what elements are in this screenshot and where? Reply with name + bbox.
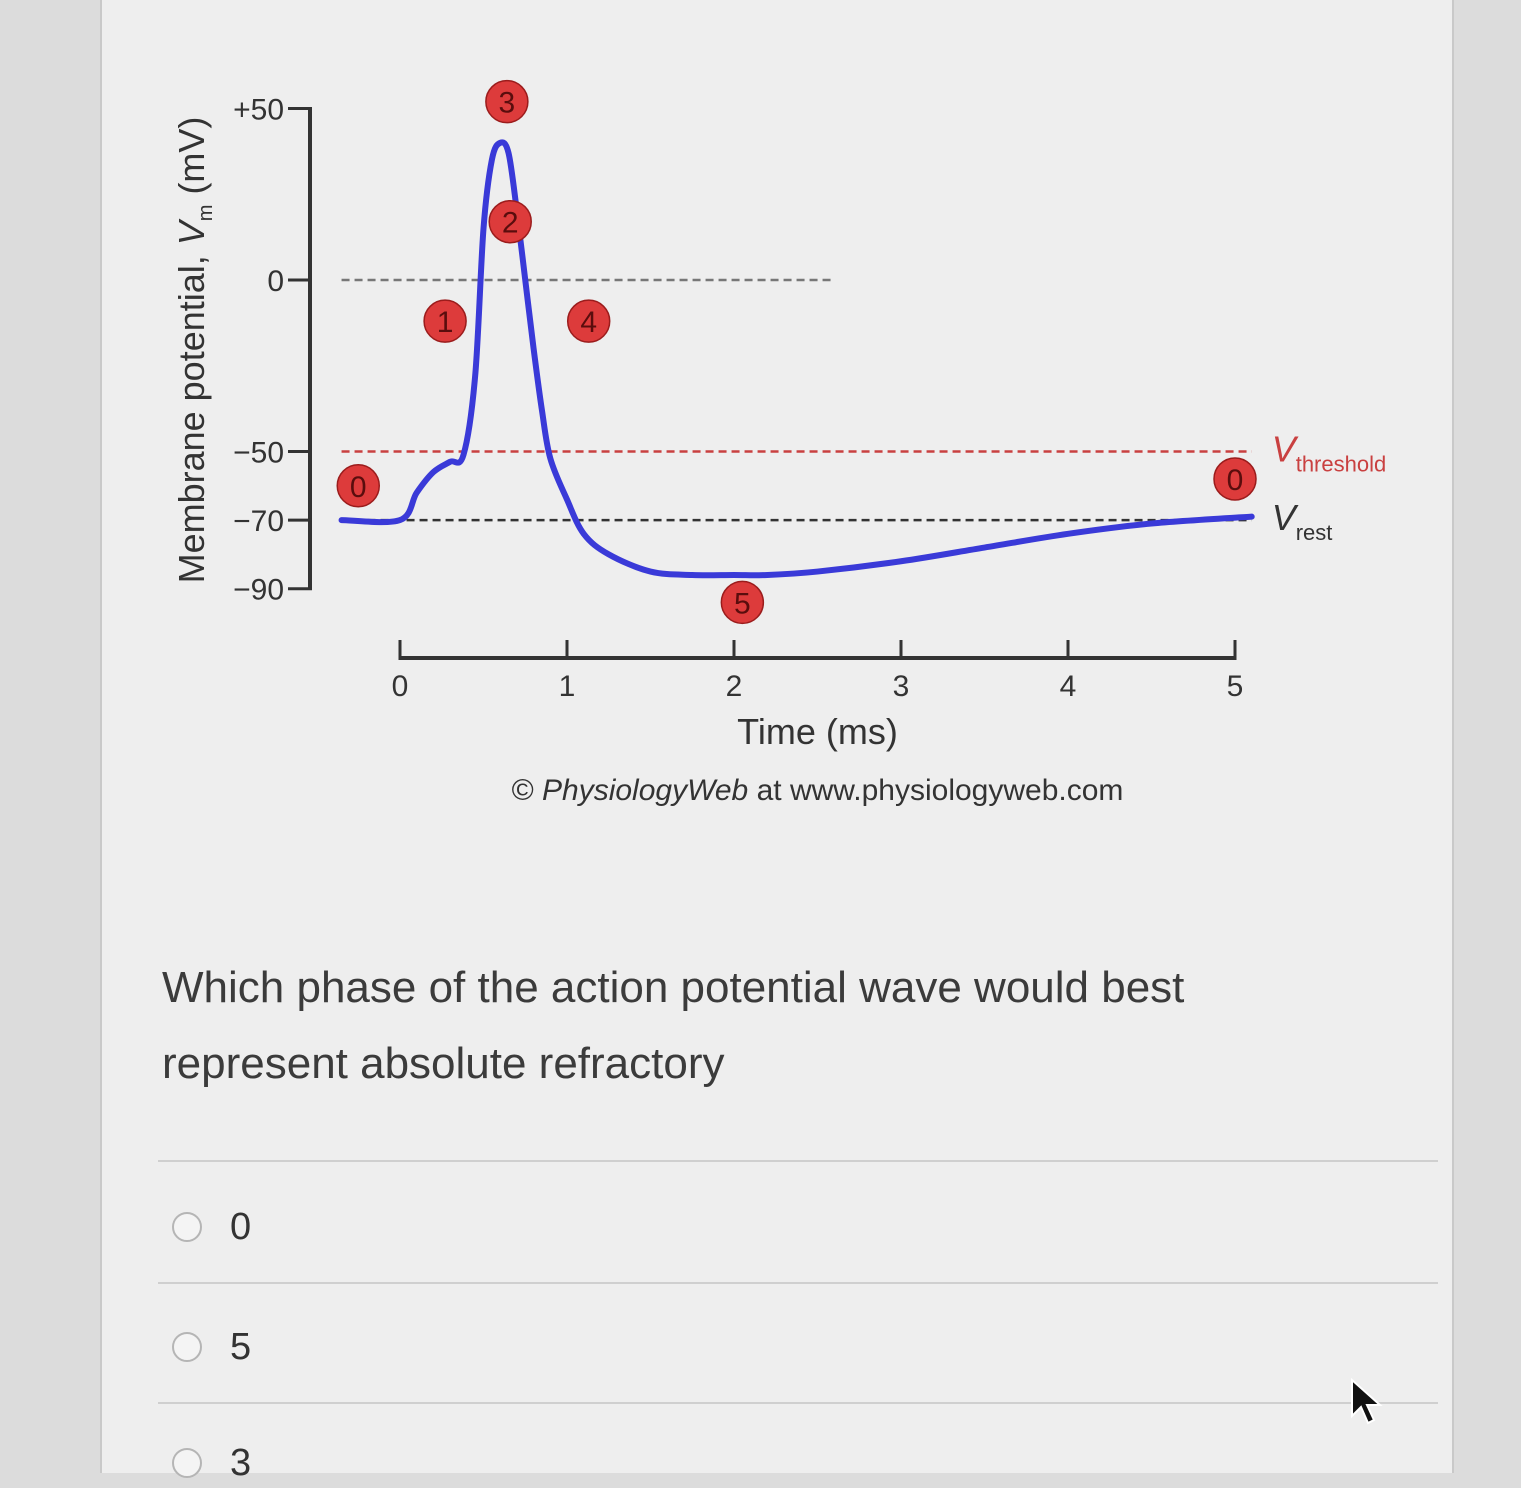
x-tick-label: 4 [1060, 670, 1077, 703]
x-tick-label: 1 [559, 670, 576, 703]
question-card [100, 0, 1454, 1473]
phase-marker-label: 4 [580, 306, 597, 339]
action-potential-chart: +50 0 −50 −70 −90 Membrane potential, Vm (mV)… [171, 79, 1387, 807]
phase-marker-label: 3 [499, 87, 516, 120]
y-tick-label: 0 [267, 265, 284, 298]
option-5-label: 5 [230, 1325, 252, 1368]
phase-marker-5 [720, 580, 765, 625]
phase-marker-label: 0 [1227, 464, 1244, 497]
divider [158, 1402, 1438, 1404]
phase-marker-0 [336, 464, 380, 508]
option-0-radio[interactable] [172, 1212, 202, 1242]
option-0[interactable]: 0 [172, 1202, 251, 1252]
x-axis-label: Time (ms) [737, 711, 898, 752]
option-3-label: 3 [230, 1441, 252, 1484]
phase-marker-label: 1 [437, 306, 454, 339]
x-tick-label: 5 [1227, 670, 1244, 703]
phase-marker-3 [485, 79, 529, 124]
question-text: Which phase of the action potential wave… [162, 963, 1185, 1088]
option-5[interactable]: 5 [172, 1322, 251, 1372]
action-potential-curve [338, 139, 1255, 579]
reference-line-label: Vthreshold [1272, 429, 1387, 477]
phase-marker-label: 5 [734, 587, 751, 620]
option-3-radio[interactable] [172, 1448, 202, 1478]
phase-marker-label: 0 [350, 471, 367, 504]
phase-marker-0 [1213, 457, 1257, 501]
divider [158, 1282, 1438, 1284]
x-tick-label: 2 [726, 670, 743, 703]
x-tick-label: 0 [392, 670, 409, 703]
y-tick-label: −70 [233, 505, 284, 538]
option-5-radio[interactable] [172, 1332, 202, 1362]
phase-marker-label: 2 [502, 207, 519, 240]
divider [158, 1160, 1438, 1162]
phase-marker-1 [423, 299, 467, 343]
y-tick-label: −90 [233, 574, 284, 607]
phase-marker-4 [566, 299, 611, 343]
option-3[interactable]: 3 [172, 1438, 251, 1488]
phase-marker-2 [488, 199, 532, 244]
y-axis-label: Membrane potential, Vm (mV) [171, 117, 217, 584]
y-tick-label: −50 [233, 437, 284, 470]
x-tick-label: 3 [893, 670, 910, 703]
option-0-label: 0 [230, 1205, 252, 1248]
credit-text: © PhysiologyWeb at www.physiologyweb.com [512, 774, 1124, 807]
mouse-cursor-icon [1351, 1378, 1383, 1425]
reference-line-label: Vrest [1272, 497, 1333, 545]
y-tick-label: +50 [233, 94, 284, 127]
